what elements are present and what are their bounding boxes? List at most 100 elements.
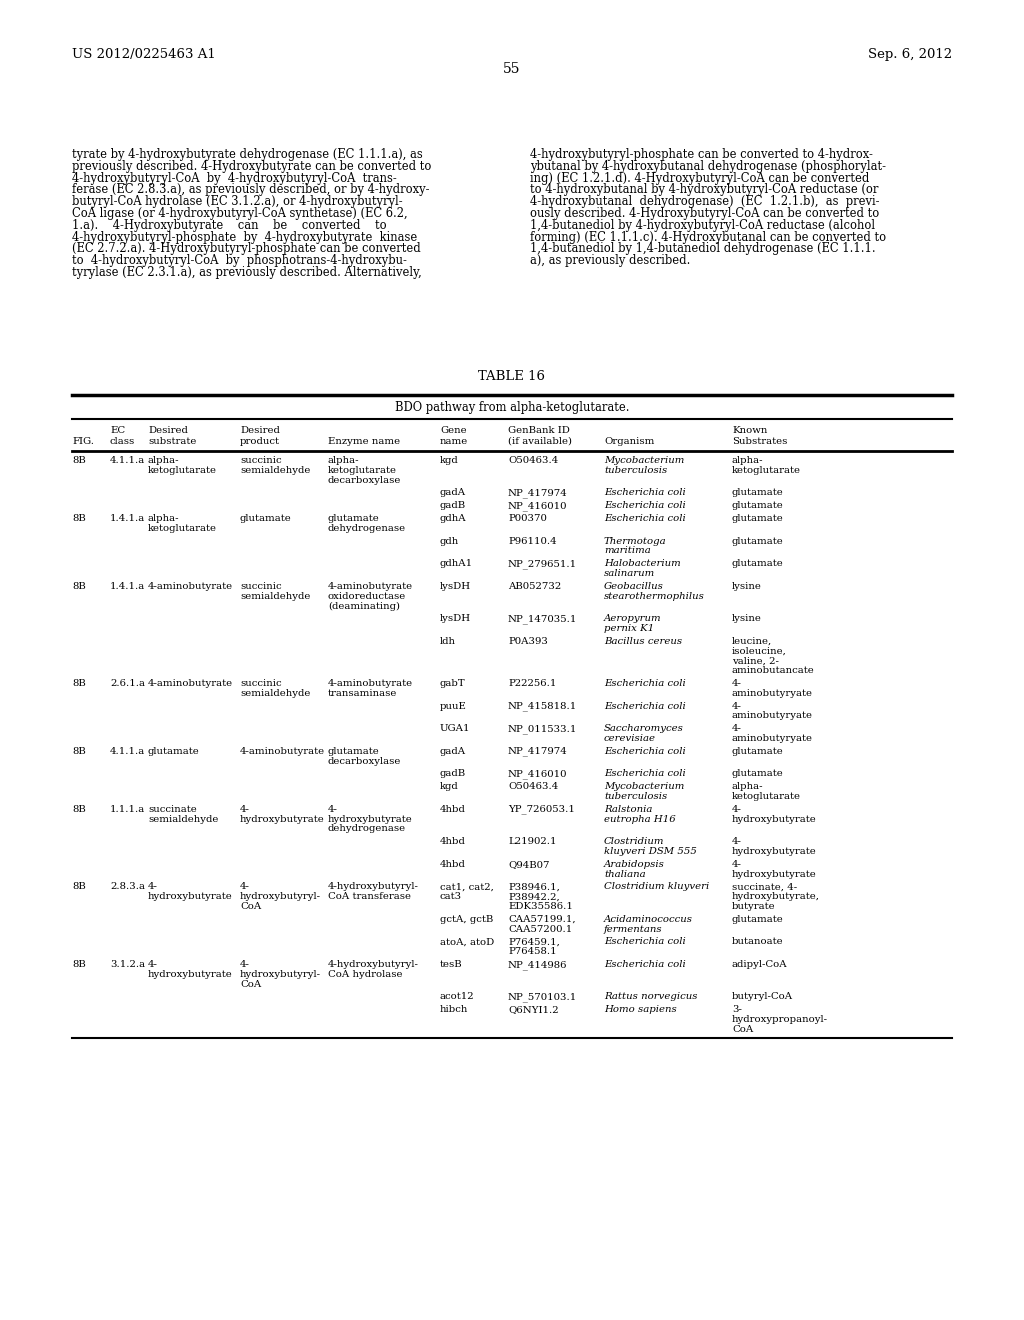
Text: product: product: [240, 437, 280, 446]
Text: fermentans: fermentans: [604, 924, 663, 933]
Text: hydroxybutyryl-: hydroxybutyryl-: [240, 892, 321, 902]
Text: maritima: maritima: [604, 546, 650, 556]
Text: butyryl-CoA hydrolase (EC 3.1.2.a), or 4-hydroxybutyryl-: butyryl-CoA hydrolase (EC 3.1.2.a), or 4…: [72, 195, 402, 209]
Text: 4-aminobutyrate: 4-aminobutyrate: [148, 678, 233, 688]
Text: AB052732: AB052732: [508, 582, 561, 591]
Text: 4.1.1.a: 4.1.1.a: [110, 455, 145, 465]
Text: forming) (EC 1.1.1.c). 4-Hydroxybutanal can be converted to: forming) (EC 1.1.1.c). 4-Hydroxybutanal …: [530, 231, 886, 244]
Text: gctA, gctB: gctA, gctB: [440, 915, 494, 924]
Text: glutamate: glutamate: [328, 513, 380, 523]
Text: ketoglutarate: ketoglutarate: [328, 466, 397, 475]
Text: to 4-hydroxybutanal by 4-hydroxybutyryl-CoA reductase (or: to 4-hydroxybutanal by 4-hydroxybutyryl-…: [530, 183, 879, 197]
Text: P38946.1,: P38946.1,: [508, 882, 560, 891]
Text: tuberculosis: tuberculosis: [604, 792, 668, 801]
Text: NP_415818.1: NP_415818.1: [508, 702, 578, 711]
Text: 4-aminobutyrate: 4-aminobutyrate: [148, 582, 233, 591]
Text: 4-: 4-: [240, 882, 250, 891]
Text: ing) (EC 1.2.1.d). 4-Hydroxybutyryl-CoA can be converted: ing) (EC 1.2.1.d). 4-Hydroxybutyryl-CoA …: [530, 172, 869, 185]
Text: 4-: 4-: [732, 859, 741, 869]
Text: NP_011533.1: NP_011533.1: [508, 725, 578, 734]
Text: Escherichia coli: Escherichia coli: [604, 513, 686, 523]
Text: hydroxybutyrate: hydroxybutyrate: [732, 870, 817, 879]
Text: 4-: 4-: [732, 805, 741, 814]
Text: 4.1.1.a: 4.1.1.a: [110, 747, 145, 756]
Text: hydroxypropanoyl-: hydroxypropanoyl-: [732, 1015, 828, 1024]
Text: atoA, atoD: atoA, atoD: [440, 937, 495, 946]
Text: gdh: gdh: [440, 537, 459, 545]
Text: alpha-: alpha-: [732, 455, 764, 465]
Text: tyrate by 4-hydroxybutyrate dehydrogenase (EC 1.1.1.a), as: tyrate by 4-hydroxybutyrate dehydrogenas…: [72, 148, 423, 161]
Text: 55: 55: [503, 62, 521, 77]
Text: NP_279651.1: NP_279651.1: [508, 560, 578, 569]
Text: P76459.1,: P76459.1,: [508, 937, 560, 946]
Text: Escherichia coli: Escherichia coli: [604, 678, 686, 688]
Text: Enzyme name: Enzyme name: [328, 437, 400, 446]
Text: glutamate: glutamate: [732, 502, 783, 511]
Text: P22256.1: P22256.1: [508, 678, 556, 688]
Text: glutamate: glutamate: [240, 513, 292, 523]
Text: EDK35586.1: EDK35586.1: [508, 902, 572, 911]
Text: ketoglutarate: ketoglutarate: [732, 466, 801, 475]
Text: glutamate: glutamate: [732, 915, 783, 924]
Text: ybutanal by 4-hydroxybutanal dehydrogenase (phosphorylat-: ybutanal by 4-hydroxybutanal dehydrogena…: [530, 160, 886, 173]
Text: decarboxylase: decarboxylase: [328, 756, 401, 766]
Text: Acidaminococcus: Acidaminococcus: [604, 915, 693, 924]
Text: Escherichia coli: Escherichia coli: [604, 747, 686, 756]
Text: dehydrogenase: dehydrogenase: [328, 524, 407, 533]
Text: cerevisiae: cerevisiae: [604, 734, 656, 743]
Text: ketoglutarate: ketoglutarate: [148, 466, 217, 475]
Text: 4hbd: 4hbd: [440, 837, 466, 846]
Text: CoA: CoA: [240, 979, 261, 989]
Text: glutamate: glutamate: [732, 513, 783, 523]
Text: acot12: acot12: [440, 993, 475, 1002]
Text: (if available): (if available): [508, 437, 572, 446]
Text: (EC 2.7.2.a). 4-Hydroxybutyryl-phosphate can be converted: (EC 2.7.2.a). 4-Hydroxybutyryl-phosphate…: [72, 243, 421, 255]
Text: Escherichia coli: Escherichia coli: [604, 937, 686, 946]
Text: oxidoreductase: oxidoreductase: [328, 591, 407, 601]
Text: cat3: cat3: [440, 892, 462, 902]
Text: 2.6.1.a: 2.6.1.a: [110, 678, 145, 688]
Text: P00370: P00370: [508, 513, 547, 523]
Text: 4-: 4-: [732, 725, 741, 733]
Text: 1.4.1.a: 1.4.1.a: [110, 513, 145, 523]
Text: 1.1.1.a: 1.1.1.a: [110, 805, 145, 814]
Text: alpha-: alpha-: [148, 455, 179, 465]
Text: salinarum: salinarum: [604, 569, 655, 578]
Text: puuE: puuE: [440, 702, 467, 710]
Text: Arabidopsis: Arabidopsis: [604, 859, 665, 869]
Text: P76458.1: P76458.1: [508, 948, 557, 956]
Text: O50463.4: O50463.4: [508, 783, 558, 791]
Text: class: class: [110, 437, 135, 446]
Text: gdhA: gdhA: [440, 513, 467, 523]
Text: hydroxybutyrate: hydroxybutyrate: [328, 814, 413, 824]
Text: Rattus norvegicus: Rattus norvegicus: [604, 993, 697, 1002]
Text: stearothermophilus: stearothermophilus: [604, 591, 705, 601]
Text: aminobutyryate: aminobutyryate: [732, 734, 813, 743]
Text: glutamate: glutamate: [732, 537, 783, 545]
Text: butyryl-CoA: butyryl-CoA: [732, 993, 794, 1002]
Text: 4-: 4-: [240, 960, 250, 969]
Text: hydroxybutyrate: hydroxybutyrate: [732, 814, 817, 824]
Text: CAA57199.1,: CAA57199.1,: [508, 915, 575, 924]
Text: tesB: tesB: [440, 960, 463, 969]
Text: hydroxybutyrate,: hydroxybutyrate,: [732, 892, 820, 902]
Text: Desired: Desired: [148, 426, 187, 436]
Text: semialdehyde: semialdehyde: [240, 591, 310, 601]
Text: 3.1.2.a: 3.1.2.a: [110, 960, 145, 969]
Text: NP_414986: NP_414986: [508, 960, 567, 970]
Text: Geobacillus: Geobacillus: [604, 582, 664, 591]
Text: ketoglutarate: ketoglutarate: [732, 792, 801, 801]
Text: thaliana: thaliana: [604, 870, 645, 879]
Text: name: name: [440, 437, 468, 446]
Text: 4-aminobutyrate: 4-aminobutyrate: [328, 582, 413, 591]
Text: succinate, 4-: succinate, 4-: [732, 882, 797, 891]
Text: kluyveri DSM 555: kluyveri DSM 555: [604, 847, 697, 855]
Text: gadB: gadB: [440, 502, 466, 511]
Text: succinic: succinic: [240, 582, 282, 591]
Text: EC: EC: [110, 426, 125, 436]
Text: Aeropyrum: Aeropyrum: [604, 614, 662, 623]
Text: Q94B07: Q94B07: [508, 859, 550, 869]
Text: US 2012/0225463 A1: US 2012/0225463 A1: [72, 48, 216, 61]
Text: glutamate: glutamate: [732, 770, 783, 779]
Text: 3-: 3-: [732, 1006, 741, 1014]
